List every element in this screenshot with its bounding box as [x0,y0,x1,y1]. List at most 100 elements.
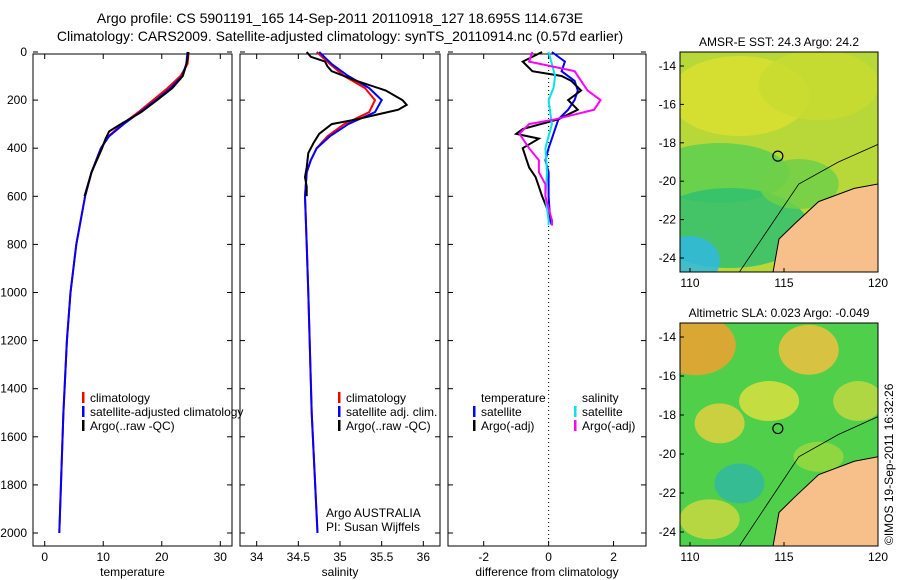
series-argo-raw-qc- [83,51,190,197]
x-tick-label: 115 [774,550,793,564]
isobath [739,144,878,272]
map-1 [679,51,879,273]
y-tick-label: -22 [659,486,677,500]
legend-label: Argo(..raw -QC) [346,419,431,433]
imos-stamp: ©IMOS 19-Sep-2011 16:32:26 [882,383,896,545]
legend-label: satellite [481,405,522,419]
x-tick-label: 0 [41,550,48,564]
y-tick-label: -16 [659,369,677,383]
legend-swatch [82,406,85,417]
y-tick-label: 1000 [0,286,27,300]
series-argo-raw-qc- [303,51,409,197]
map-color-patch [793,441,844,472]
x-tick-label: 34 [250,550,264,564]
argo-location-marker [772,422,784,435]
map-color-patch [680,499,740,540]
x-tick-label: 115 [774,276,793,290]
legend-heading: temperature [481,391,546,405]
y-tick-label: 400 [7,141,27,155]
x-tick-label: 0 [545,550,552,564]
map-color-patch [758,52,878,120]
y-tick-label: -22 [659,213,677,227]
y-tick-label: -24 [659,251,677,265]
x-tick-label: 2 [610,550,617,564]
annotation-line2: PI: Susan Wijffels [326,520,420,534]
y-tick-label: -14 [659,330,677,344]
y-tick-label: 1600 [0,430,27,444]
x-tick-label: 30 [214,550,228,564]
isobath [739,416,878,546]
x-tick-label: 35 [333,550,347,564]
map-color-patch [714,463,765,504]
map-color-patch [833,381,878,422]
map-color-patch [680,323,736,376]
y-tick-label: 1800 [0,478,27,492]
y-tick-label: -14 [659,59,677,73]
legend-swatch [82,420,85,431]
x-axis-label: temperature [100,565,165,579]
annotation-line1: Argo AUSTRALIA [326,506,421,520]
map-frame [679,51,879,273]
x-tick-label: 20 [155,550,169,564]
legend-label: satellite-adjusted climatology [90,405,243,419]
x-tick-label: 110 [680,276,699,290]
x-tick-label: 34.5 [287,550,311,564]
legend-swatch [82,392,85,403]
plot-frame [239,53,441,547]
y-tick-label: -20 [659,447,677,461]
map-color-patch [739,381,800,422]
map-color-patch [694,403,745,444]
plot-frame [32,53,233,547]
title-line2: Climatology: CARS2009. Satellite-adjuste… [56,28,624,44]
x-tick-label: 10 [97,550,111,564]
map-color-patch [778,324,839,375]
y-tick-label: 0 [20,45,27,59]
x-tick-label: 110 [680,550,699,564]
legend-label: Argo(-adj) [582,419,635,433]
y-tick-label: -20 [659,174,677,188]
legend-swatch [473,420,476,431]
legend-label: satellite [582,405,623,419]
legend-swatch [574,420,577,431]
legend-swatch [338,406,341,417]
y-tick-label: -16 [659,97,677,111]
series-salinity-argo-adj- [518,51,602,226]
panel-3 [447,51,647,547]
y-tick-label: 2000 [0,526,27,540]
map-2 [679,322,879,547]
land [772,456,878,546]
x-tick-label: 35.5 [370,550,394,564]
legend-label: climatology [90,391,150,405]
x-tick-label: 120 [868,276,888,290]
y-tick-label: 1400 [0,382,27,396]
legend-heading: salinity [582,391,619,405]
x-tick-label: -2 [478,550,489,564]
series-temperature-satellite [544,51,579,226]
map-title: Altimetric SLA: 0.023 Argo: -0.049 [689,306,870,320]
y-tick-label: -18 [659,408,677,422]
legend-label: Argo(-adj) [481,419,534,433]
map-title: AMSR-E SST: 24.3 Argo: 24.2 [699,35,859,49]
y-tick-label: 800 [7,237,27,251]
x-tick-label: 36 [417,550,431,564]
legend-swatch [338,420,341,431]
plot-frame [447,53,647,547]
legend-label: climatology [346,391,406,405]
panel-2 [239,51,441,547]
y-tick-label: 200 [7,93,27,107]
x-axis-label: difference from climatology [475,565,618,579]
panel-1 [32,51,233,547]
y-tick-label: 1200 [0,334,27,348]
series-temperature-argo-adj- [513,51,583,226]
map-field [680,52,878,272]
land [772,183,878,272]
y-tick-label: 600 [7,189,27,203]
y-tick-label: -18 [659,136,677,150]
legend-label: Argo(..raw -QC) [90,419,175,433]
legend-label: satellite adj. clim. [346,405,437,419]
legend-swatch [473,406,476,417]
x-tick-label: 120 [868,550,888,564]
y-tick-label: -24 [659,525,677,539]
